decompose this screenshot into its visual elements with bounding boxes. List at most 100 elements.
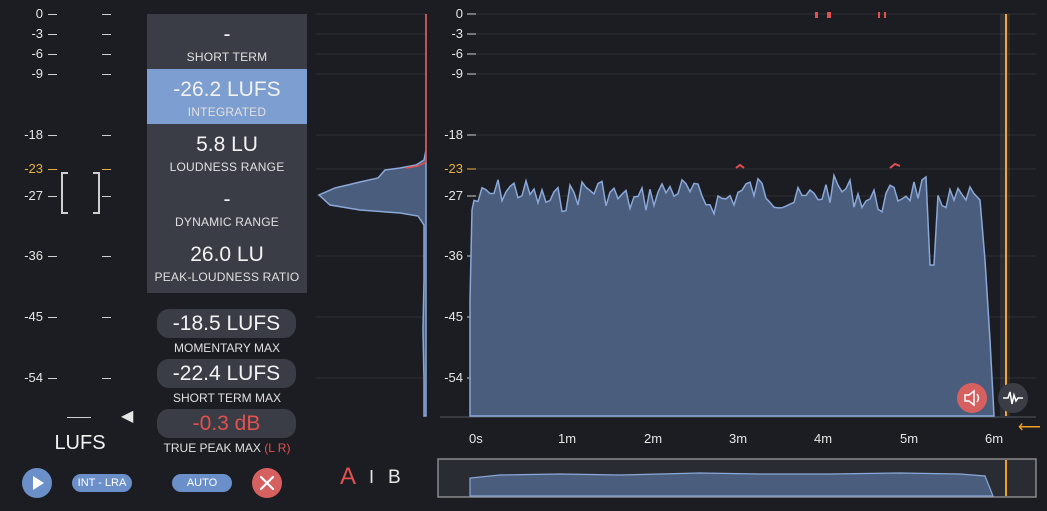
integrated-range-bracket-right: [93, 172, 100, 214]
auto-button[interactable]: AUTO: [172, 474, 232, 492]
scale-tick: [102, 169, 111, 170]
scale-tick: [48, 135, 57, 136]
scale-label: -36: [24, 248, 43, 263]
dynamic-range-value: -: [223, 188, 231, 211]
scale-label: -6: [31, 46, 43, 61]
true-peak-max-label-row: TRUE PEAK MAX (L R): [147, 441, 307, 455]
time-label: 0s: [469, 431, 483, 446]
unit-selector-arrow-icon[interactable]: ◀: [121, 408, 134, 425]
compare-separator: I: [369, 467, 375, 487]
graph-scale-label: -45: [444, 309, 463, 324]
scale-label: 0: [35, 6, 43, 21]
short-term-max-label: SHORT TERM MAX: [172, 391, 282, 405]
over-target-highlight: [735, 163, 745, 169]
time-label: 6m: [985, 431, 1004, 446]
unit-label[interactable]: LUFS: [54, 432, 106, 454]
integrated-range-bracket-left: [61, 172, 68, 214]
time-label: 4m: [814, 431, 833, 446]
over-target-highlight: [889, 162, 901, 169]
dynamic-range-readout[interactable]: - DYNAMIC RANGE: [147, 179, 307, 234]
scale-tick: [48, 74, 57, 75]
waveform-button[interactable]: [998, 383, 1028, 413]
time-label: 1m: [558, 431, 577, 446]
scale-tick: [48, 169, 57, 170]
unit-underline: [67, 417, 91, 418]
close-icon: [259, 475, 275, 491]
short-term-max-value[interactable]: -22.4 LUFS: [157, 359, 296, 388]
scale-tick: [102, 378, 111, 379]
graph-scale-label: -9: [451, 66, 463, 81]
scale-tick: [102, 14, 111, 15]
int-lra-button[interactable]: INT - LRA: [72, 474, 132, 492]
clip-marker: [827, 12, 831, 18]
scale-tick: [48, 256, 57, 257]
scale-label: -18: [24, 127, 43, 142]
scale-label: -3: [31, 26, 43, 41]
graph-scale-label: -3: [451, 26, 463, 41]
short-term-label: SHORT TERM: [186, 50, 268, 64]
scale-tick: [102, 74, 111, 75]
loudness-range-value: 5.8 LU: [196, 133, 258, 156]
speaker-icon: [964, 389, 980, 407]
integrated-readout[interactable]: -26.2 LUFS INTEGRATED: [147, 69, 307, 124]
scale-tick: [48, 317, 57, 318]
reset-button[interactable]: [252, 468, 282, 498]
loudness-range-label: LOUDNESS RANGE: [169, 160, 285, 174]
graph-scale-label: -23: [444, 161, 463, 176]
graph-scale-label: -54: [444, 370, 463, 385]
true-peak-max-value[interactable]: -0.3 dB: [157, 409, 296, 438]
compare-a-button[interactable]: A: [340, 463, 357, 490]
compare-b-button[interactable]: B: [388, 467, 401, 488]
histogram-peak-marker: [405, 14, 427, 169]
graph-scale-label: -18: [444, 127, 463, 142]
clip-marker: [884, 12, 886, 18]
momentary-max-label: MOMENTARY MAX: [173, 341, 280, 355]
true-peak-max-label: TRUE PEAK MAX: [163, 441, 261, 455]
scale-tick: [102, 34, 111, 35]
graph-scale-label: -36: [444, 248, 463, 263]
integrated-value: -26.2 LUFS: [173, 78, 281, 101]
short-term-readout: - SHORT TERM: [147, 14, 307, 69]
clip-marker: [815, 12, 818, 18]
scale-tick: [48, 378, 57, 379]
graph-scale-label: -6: [451, 46, 463, 61]
scale-tick: [102, 196, 111, 197]
scale-tick: [102, 317, 111, 318]
play-button[interactable]: [22, 468, 52, 498]
scale-label: -45: [24, 309, 43, 324]
graph-scale-label: 0: [455, 6, 463, 21]
plr-readout[interactable]: 26.0 LU PEAK-LOUDNESS RATIO: [147, 234, 307, 289]
scale-tick: [48, 54, 57, 55]
graph-scale-label: -27: [444, 188, 463, 203]
dynamic-range-label: DYNAMIC RANGE: [175, 215, 279, 229]
true-peak-channels: (L R): [264, 441, 291, 455]
time-label: 2m: [644, 431, 663, 446]
short-term-loudness-area: [469, 172, 995, 417]
momentary-max-value[interactable]: -18.5 LUFS: [157, 309, 296, 338]
scale-tick: [48, 14, 57, 15]
scale-tick: [102, 135, 111, 136]
short-term-value: -: [223, 23, 231, 46]
scale-label: -9: [31, 66, 43, 81]
scale-tick: [48, 34, 57, 35]
time-label: 3m: [729, 431, 748, 446]
clip-marker: [878, 12, 880, 18]
scale-tick: [102, 54, 111, 55]
loudness-histogram: [317, 14, 427, 417]
play-icon: [33, 476, 44, 490]
scale-label: -23: [24, 161, 43, 176]
loudness-range-readout[interactable]: 5.8 LU LOUDNESS RANGE: [147, 124, 307, 179]
waveform-icon: [1003, 391, 1023, 405]
scale-label: -27: [24, 188, 43, 203]
integrated-label: INTEGRATED: [187, 105, 267, 119]
scroll-to-end-arrow-icon[interactable]: ⟵: [1018, 419, 1041, 436]
scale-tick: [102, 256, 111, 257]
scale-label: -54: [24, 370, 43, 385]
time-label: 5m: [900, 431, 919, 446]
scale-tick: [48, 196, 57, 197]
plr-label: PEAK-LOUDNESS RATIO: [154, 270, 300, 284]
plr-value: 26.0 LU: [190, 243, 264, 266]
overview-waveform: [469, 472, 994, 497]
listen-button[interactable]: [957, 383, 987, 413]
